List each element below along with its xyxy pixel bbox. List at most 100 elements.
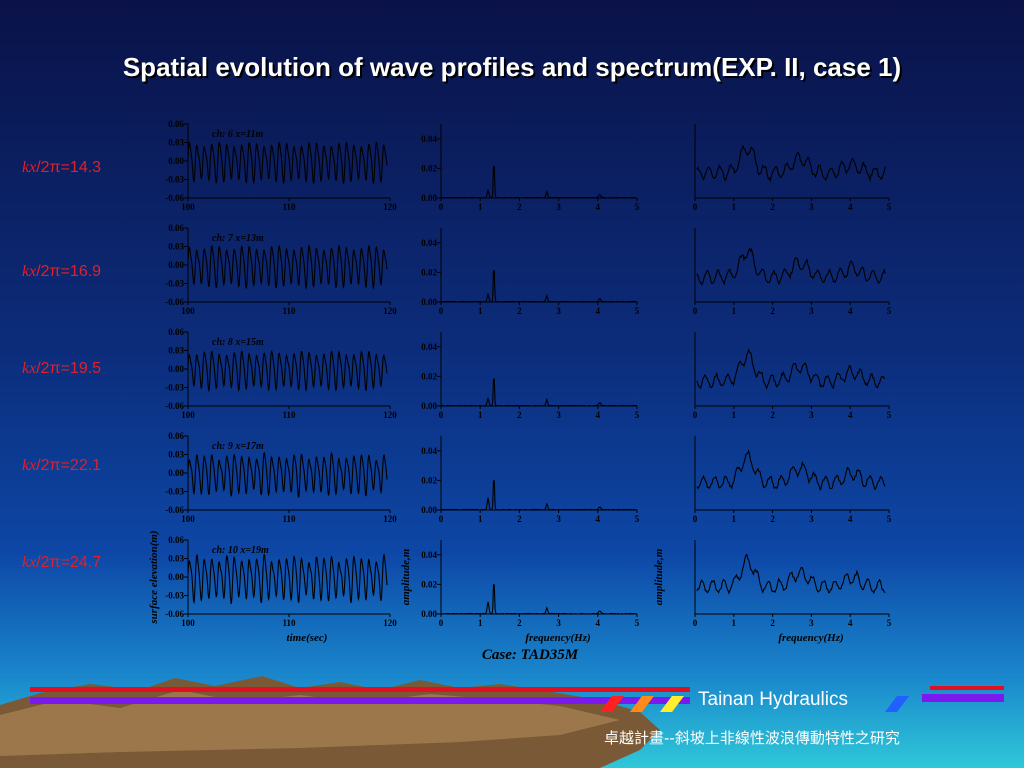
x-tick-label: 3 (809, 202, 814, 212)
x-tick-label: 1 (478, 618, 483, 628)
log-spectrum-axes (694, 228, 889, 303)
spectrum-axes (440, 540, 637, 615)
x-tick-label: 5 (635, 514, 640, 524)
y-tick-label: 0.00 (168, 572, 184, 582)
wave-profile-line (187, 244, 388, 290)
time-series-x-label: time(sec) (287, 632, 328, 644)
y-tick-label: -0.06 (165, 609, 184, 619)
channel-label: ch: 8 x=15m (212, 337, 264, 348)
y-tick-label: 0.06 (168, 535, 184, 545)
x-tick-label: 120 (383, 618, 397, 628)
spectrum-line (440, 378, 638, 407)
x-tick-label: 1 (732, 202, 737, 212)
spectrum-line (440, 583, 638, 615)
x-tick-label: 3 (556, 410, 561, 420)
x-tick-label: 2 (517, 306, 522, 316)
spectrum-x-label: frequency(Hz) (525, 632, 590, 644)
x-tick-label: 4 (596, 618, 601, 628)
x-tick-label: 110 (282, 514, 296, 524)
x-tick-label: 1 (478, 202, 483, 212)
axis-titles: surface elevation(m) time(sec) amplitude… (148, 530, 844, 663)
red-stripe (30, 687, 690, 692)
x-tick-label: 3 (809, 306, 814, 316)
log-spectrum-line (696, 144, 886, 183)
y-tick-label: 0.06 (168, 119, 184, 129)
y-tick-label: -0.03 (165, 279, 184, 289)
x-tick-label: 0 (693, 306, 698, 316)
x-tick-label: 100 (181, 514, 195, 524)
spectrum-axes (440, 332, 637, 407)
x-tick-label: 110 (282, 306, 296, 316)
x-tick-label: 0 (693, 202, 698, 212)
x-tick-label: 5 (887, 410, 892, 420)
wave-profile-line (187, 553, 388, 605)
row-label-5: kx/2π=24.7 (22, 554, 102, 571)
row-label-1: kx/2π=14.3 (22, 159, 102, 176)
x-tick-label: 3 (556, 514, 561, 524)
right-red-stripe (930, 686, 1004, 690)
footer-project-title: 卓越計畫--斜坡上非線性波浪傳動特性之研究 (604, 729, 900, 747)
x-tick-label: 120 (383, 306, 397, 316)
y-tick-label: 0.04 (421, 550, 437, 560)
x-tick-label: 3 (809, 618, 814, 628)
y-tick-label: -0.03 (165, 591, 184, 601)
x-tick-label: 1 (478, 306, 483, 316)
y-tick-label: 0.00 (168, 260, 184, 270)
x-tick-label: 4 (848, 306, 853, 316)
x-tick-label: 5 (635, 410, 640, 420)
y-tick-label: 0.00 (421, 609, 437, 619)
x-tick-label: 4 (596, 306, 601, 316)
x-tick-label: 110 (282, 618, 296, 628)
orange-slash (630, 696, 654, 712)
log-spectrum-line (696, 247, 886, 286)
x-tick-label: 5 (887, 514, 892, 524)
x-tick-label: 1 (732, 514, 737, 524)
x-tick-label: 3 (809, 410, 814, 420)
slide-title: Spatial evolution of wave profiles and s… (122, 52, 902, 82)
row-label-2: kx/2π=16.9 (22, 263, 102, 280)
x-tick-label: 1 (732, 410, 737, 420)
y-tick-label: 0.00 (421, 505, 437, 515)
x-tick-label: 4 (596, 514, 601, 524)
x-tick-label: 0 (439, 618, 444, 628)
x-tick-label: 5 (635, 202, 640, 212)
y-tick-label: 0.03 (168, 346, 184, 356)
y-tick-label: 0.02 (421, 267, 437, 277)
y-tick-label: 0.04 (421, 446, 437, 456)
footer-decoration (0, 676, 1004, 768)
log-spectrum-line (696, 553, 886, 595)
y-tick-label: -0.03 (165, 383, 184, 393)
y-tick-label: 0.04 (421, 342, 437, 352)
spectrum-y-label: amplitude,m (400, 548, 412, 605)
x-tick-label: 4 (848, 202, 853, 212)
channel-label: ch: 7 x=13m (212, 233, 264, 244)
y-tick-label: -0.03 (165, 487, 184, 497)
row-label-4: kx/2π=22.1 (22, 457, 102, 474)
x-tick-label: 100 (181, 410, 195, 420)
x-tick-label: 4 (848, 618, 853, 628)
x-tick-label: 3 (556, 202, 561, 212)
x-tick-label: 1 (478, 410, 483, 420)
time-series-y-label: surface elevation(m) (148, 530, 160, 624)
spectrum-axes (440, 124, 637, 199)
x-tick-label: 5 (887, 618, 892, 628)
channel-label: ch: 9 x=17m (212, 441, 264, 452)
right-purple-stripe (922, 694, 1004, 702)
x-tick-label: 100 (181, 306, 195, 316)
spectrum-axes (440, 228, 637, 303)
x-tick-label: 2 (770, 202, 775, 212)
x-tick-label: 2 (517, 618, 522, 628)
spectrum-line (440, 480, 638, 511)
y-tick-label: 0.04 (421, 238, 437, 248)
x-tick-label: 4 (596, 202, 601, 212)
yellow-slash (660, 696, 684, 712)
x-tick-label: 5 (887, 306, 892, 316)
log-spectrum-axes (694, 540, 889, 615)
log-spectrum-x-label: frequency(Hz) (778, 632, 843, 644)
mountain-highlight (0, 690, 620, 756)
x-tick-label: 0 (439, 410, 444, 420)
x-tick-label: 3 (556, 306, 561, 316)
x-tick-label: 2 (770, 306, 775, 316)
spectrum-line (440, 165, 638, 199)
